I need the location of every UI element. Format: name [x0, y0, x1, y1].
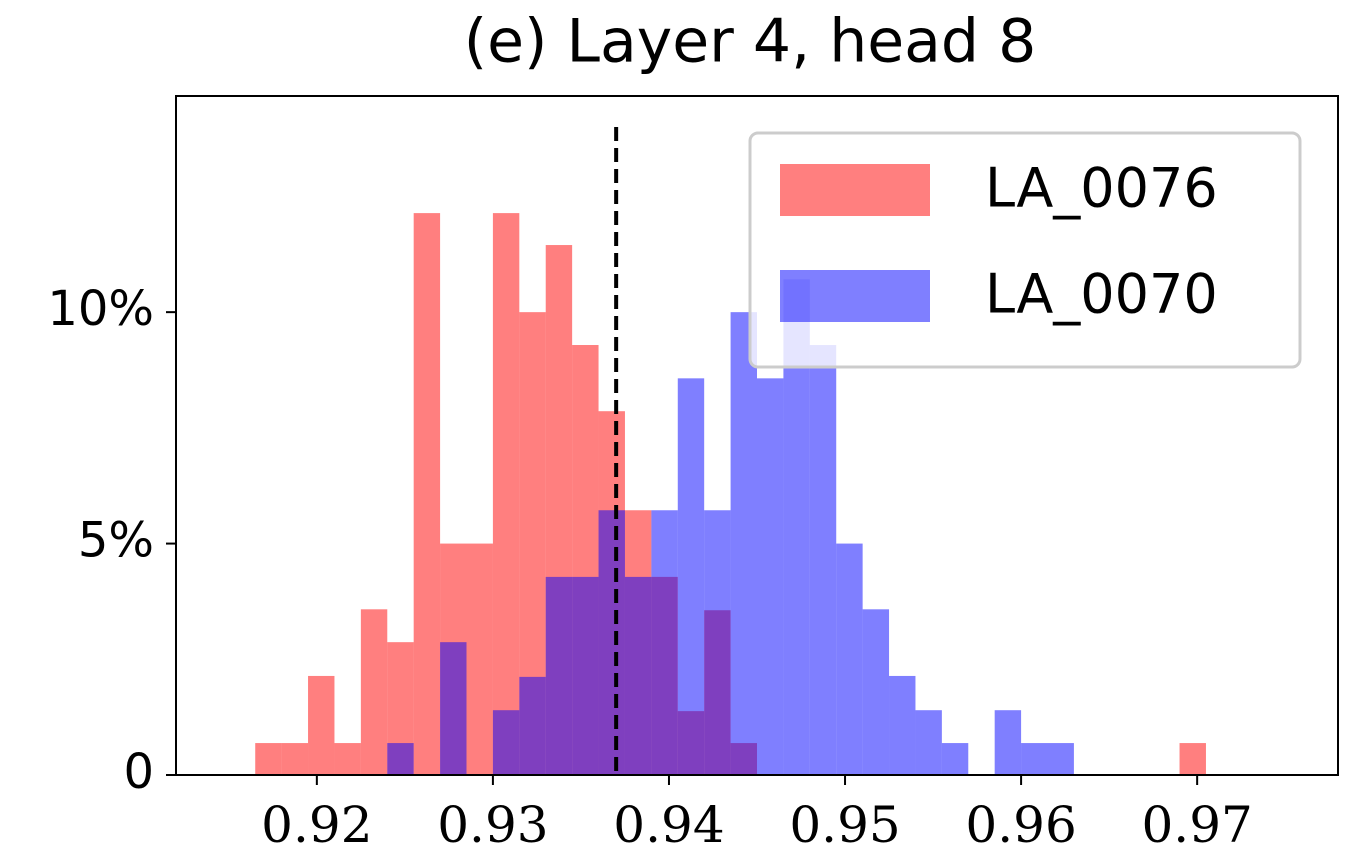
bar	[1021, 743, 1048, 775]
legend-label: LA_0070	[985, 263, 1218, 326]
y-tick-label: 0	[123, 744, 154, 800]
legend-label: LA_0076	[985, 157, 1218, 220]
bar	[1047, 743, 1074, 775]
bar	[598, 510, 625, 775]
x-tick-label: 0.94	[613, 796, 724, 854]
bar	[730, 312, 757, 775]
plot-frame	[175, 95, 1339, 776]
bar	[836, 543, 863, 775]
bar	[889, 675, 916, 775]
bar	[466, 543, 493, 775]
bar	[413, 213, 441, 775]
bar	[1179, 743, 1206, 775]
bar	[281, 743, 309, 775]
x-tick-label: 0.95	[789, 796, 900, 854]
bar	[440, 642, 467, 775]
chart-title: (e) Layer 4, head 8	[464, 7, 1037, 77]
bar	[545, 576, 573, 775]
x-tick-label: 0.92	[261, 796, 372, 854]
bar	[255, 743, 282, 775]
x-tick-label: 0.93	[437, 796, 548, 854]
bar	[360, 609, 388, 775]
bar	[308, 675, 335, 775]
bar	[809, 345, 837, 775]
bar	[862, 609, 890, 775]
bar	[334, 743, 361, 775]
bar	[994, 710, 1022, 775]
bar	[704, 510, 731, 775]
bar	[757, 378, 784, 775]
bar	[677, 378, 705, 775]
bar	[492, 710, 520, 775]
bar	[651, 510, 678, 775]
y-tick-label: 10%	[47, 281, 154, 337]
y-tick-label: 5%	[78, 513, 154, 569]
bar	[519, 676, 546, 775]
x-tick-label: 0.96	[965, 796, 1076, 854]
legend-swatch	[780, 270, 930, 322]
legend-swatch	[780, 164, 930, 216]
x-tick-label: 0.97	[1141, 796, 1252, 854]
bar	[624, 576, 652, 775]
bar	[492, 213, 520, 775]
bar	[387, 743, 414, 775]
bar	[915, 710, 942, 775]
bar	[941, 743, 969, 775]
bar	[572, 576, 599, 775]
